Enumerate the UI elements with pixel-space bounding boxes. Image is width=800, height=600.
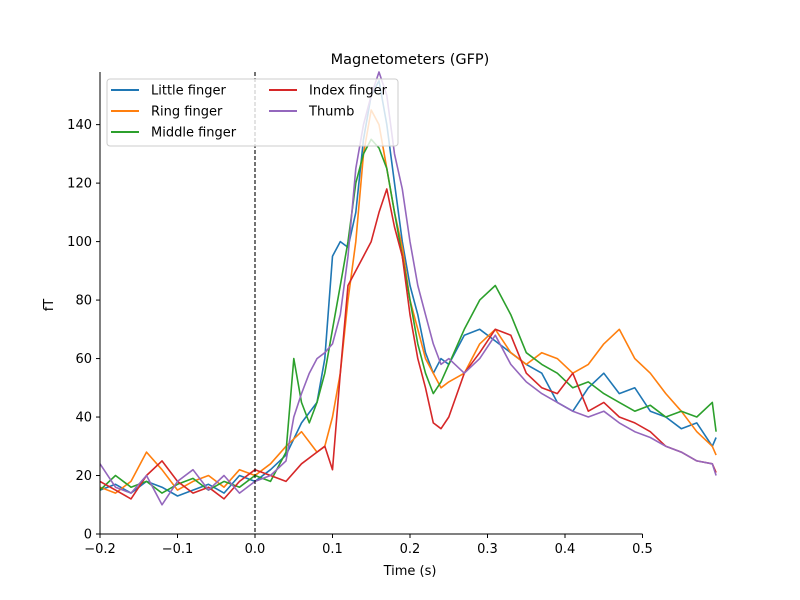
ticks: −0.2 −0.1 0.0 0.1 0.2 0.3 0.4 0.5 0 20 40 60 80 100 12… bbox=[67, 118, 653, 557]
y-tick-label: 80 bbox=[75, 294, 92, 309]
x-tick-label: 0.3 bbox=[477, 542, 498, 557]
series-line-0 bbox=[100, 80, 717, 497]
legend-box bbox=[106, 78, 399, 147]
x-tick-label: 0.4 bbox=[555, 542, 576, 557]
legend: Little finger Ring finger Middle finger Ind… bbox=[106, 78, 399, 147]
legend-label: Little finger bbox=[151, 84, 226, 99]
x-tick-label: −0.2 bbox=[84, 542, 116, 557]
y-tick-label: 40 bbox=[75, 411, 92, 426]
x-tick-label: 0.1 bbox=[322, 542, 343, 557]
x-tick-label: 0.2 bbox=[400, 542, 421, 557]
y-axis-label: fT bbox=[42, 299, 57, 312]
x-tick-label: 0.5 bbox=[632, 542, 653, 557]
series-line-3 bbox=[100, 188, 717, 500]
legend-label: Index finger bbox=[309, 84, 388, 99]
legend-label: Thumb bbox=[308, 105, 354, 120]
y-tick-label: 0 bbox=[84, 528, 92, 543]
y-tick-label: 100 bbox=[67, 235, 92, 250]
legend-label: Middle finger bbox=[151, 126, 237, 141]
chart-title: Magnetometers (GFP) bbox=[331, 52, 490, 68]
x-axis-label: Time (s) bbox=[383, 564, 437, 579]
y-tick-label: 20 bbox=[75, 469, 92, 484]
y-tick-label: 120 bbox=[67, 177, 92, 192]
axes bbox=[99, 72, 643, 535]
y-tick-label: 140 bbox=[67, 118, 92, 133]
legend-label: Ring finger bbox=[151, 105, 223, 120]
x-tick-label: −0.1 bbox=[162, 542, 194, 557]
series-line-2 bbox=[100, 138, 717, 494]
y-tick-label: 60 bbox=[75, 352, 92, 367]
x-tick-label: 0.0 bbox=[245, 542, 266, 557]
